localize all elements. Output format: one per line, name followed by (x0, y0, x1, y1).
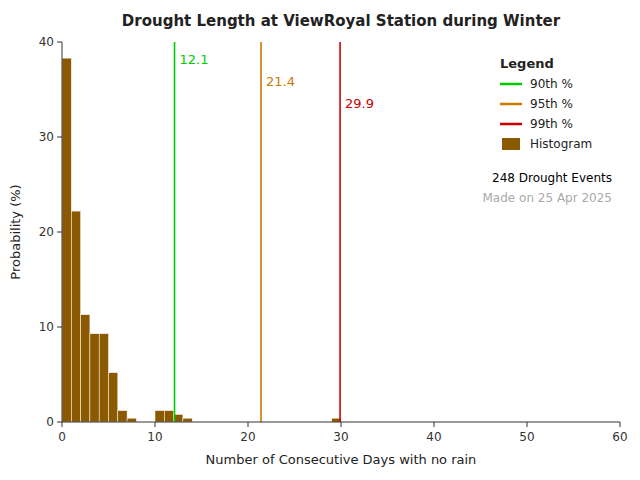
legend-entry: 99th % (530, 117, 573, 131)
percentile-line (339, 42, 341, 422)
histogram-bar (62, 58, 71, 422)
x-tick-label: 50 (519, 430, 534, 444)
legend-swatch (500, 123, 522, 126)
legend-swatch (500, 103, 522, 106)
x-tick (62, 422, 63, 427)
legend-title: Legend (500, 56, 554, 71)
bars (62, 58, 341, 422)
x-axis-label: Number of Consecutive Days with no rain (206, 452, 477, 467)
y-tick-label: 20 (39, 225, 54, 239)
histogram-bar (155, 411, 164, 422)
percentile-label: 21.4 (266, 74, 295, 89)
percentile-lines (175, 42, 341, 422)
legend-entry: 95th % (530, 97, 573, 111)
histogram-bar (99, 334, 108, 422)
percentile-label: 12.1 (180, 52, 209, 67)
legend-swatch (502, 138, 520, 150)
histogram-bar (164, 411, 173, 422)
x-tick-label: 30 (333, 430, 348, 444)
legend-swatch (500, 83, 522, 86)
x-tick-label: 20 (240, 430, 255, 444)
y-tick (57, 42, 62, 43)
y-tick (57, 137, 62, 138)
x-tick (434, 422, 435, 427)
y-axis-label: Probability (%) (8, 184, 23, 279)
annotation: Made on 25 Apr 2025 (483, 191, 612, 205)
histogram-bar (127, 418, 136, 422)
legend-entry: Histogram (530, 137, 592, 151)
histogram-bar (118, 411, 127, 422)
x-tick (248, 422, 249, 427)
histogram-bar (90, 334, 99, 422)
histogram-bar (81, 315, 90, 422)
y-tick-label: 40 (39, 35, 54, 49)
histogram-bar (183, 418, 192, 422)
y-tick-label: 10 (39, 320, 54, 334)
x-tick (620, 422, 621, 427)
title: Drought Length at ViewRoyal Station duri… (122, 12, 561, 30)
x-tick-label: 40 (426, 430, 441, 444)
y-tick-label: 0 (46, 415, 54, 429)
x-tick-label: 10 (147, 430, 162, 444)
legend: Legend 90th % 95th % 99th % Histogram (500, 56, 592, 151)
chart: 12.1 21.4 29.9 0 10 20 30 40 50 60 0 10 20 30 40 Drough… (0, 0, 640, 480)
y-tick (57, 327, 62, 328)
y-tick (57, 422, 62, 423)
x-tick-label: 0 (58, 430, 66, 444)
x-tick (155, 422, 156, 427)
y-tick (57, 232, 62, 233)
percentile-line (260, 42, 262, 422)
percentile-line (174, 42, 176, 422)
y-tick-label: 30 (39, 130, 54, 144)
annotation: 248 Drought Events (492, 171, 612, 185)
x-tick-label: 60 (612, 430, 627, 444)
legend-entry: 90th % (530, 77, 573, 91)
histogram-bar (71, 211, 80, 422)
percentile-label: 29.9 (345, 96, 374, 111)
x-tick (527, 422, 528, 427)
histogram-bar (109, 373, 118, 422)
x-tick (341, 422, 342, 427)
